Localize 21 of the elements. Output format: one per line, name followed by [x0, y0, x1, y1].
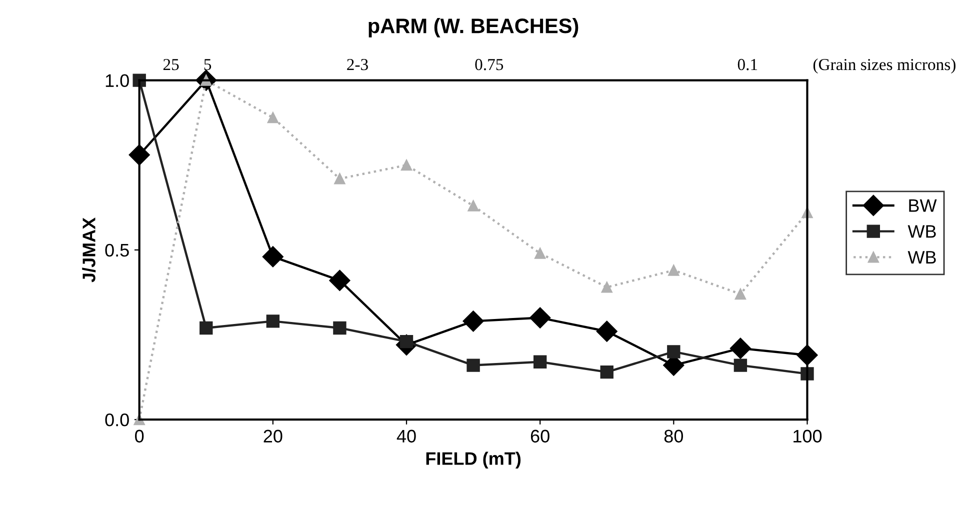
x-axis-title: FIELD (mT)	[426, 452, 521, 469]
x-tick-label: 20	[264, 430, 282, 443]
y-tick-label: 1.0	[106, 74, 129, 88]
y-tick-label: 0.0	[105, 414, 129, 426]
x-tick-label: 100	[794, 430, 822, 443]
x-tick-label: 60	[530, 430, 550, 443]
text: 0.75	[475, 58, 504, 70]
text: 5	[204, 59, 212, 70]
legend-label: BW	[909, 199, 937, 212]
text: 25	[163, 58, 179, 70]
text: 0.1	[738, 58, 758, 70]
x-tick-label: 80	[664, 430, 683, 443]
x-tick-label: 40	[396, 430, 416, 443]
text: (Grain sizes microns)	[813, 58, 956, 74]
y-axis-title: J/JMAX	[82, 217, 96, 282]
legend-label: WB	[908, 225, 936, 238]
x-tick-label: 0	[135, 430, 144, 443]
chart-title: pARM (W. BEACHES)	[368, 18, 578, 38]
legend-label: WB	[908, 251, 936, 264]
text: 2-3	[347, 58, 368, 70]
y-tick-label: 0.5	[105, 244, 129, 257]
